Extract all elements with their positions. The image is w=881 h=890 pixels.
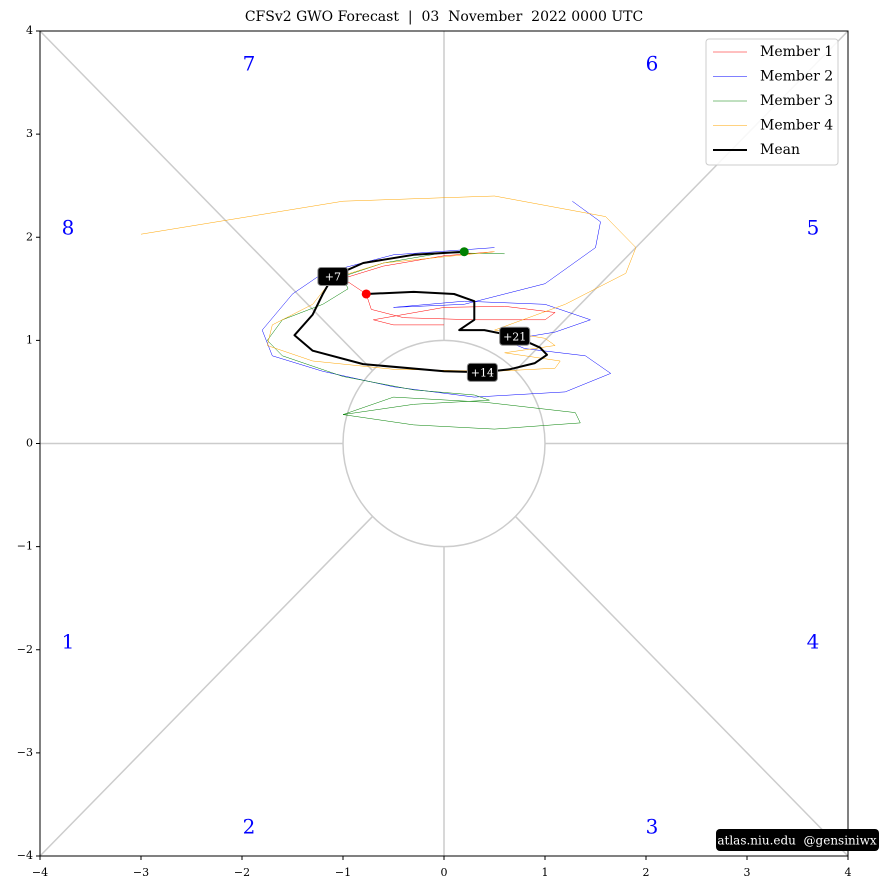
phase-line xyxy=(39,30,374,372)
series-line xyxy=(140,195,637,372)
phase-line xyxy=(39,515,374,857)
x-tick-label: −4 xyxy=(32,866,48,879)
x-tick-label: −3 xyxy=(133,866,149,879)
x-tick-label: −1 xyxy=(335,866,351,879)
phase-label: 6 xyxy=(646,52,659,76)
end-marker xyxy=(361,289,371,299)
annotation-box xyxy=(317,266,349,286)
phase-label: 4 xyxy=(807,630,820,654)
x-tick-label: 0 xyxy=(441,866,448,879)
y-tick-label: 3 xyxy=(26,127,33,140)
annotation-box xyxy=(466,362,498,382)
series-line xyxy=(342,251,556,326)
y-tick-label: 2 xyxy=(26,230,33,243)
phase-label: 8 xyxy=(62,216,75,240)
y-tick-label: −3 xyxy=(17,746,33,759)
x-tick-label: 2 xyxy=(643,866,650,879)
watermark-box xyxy=(716,829,879,851)
y-tick-label: −4 xyxy=(17,849,33,862)
x-tick-label: 1 xyxy=(542,866,549,879)
legend-label: Mean xyxy=(760,142,800,158)
annotation: +7 xyxy=(325,270,341,283)
chart-title: CFSv2 GWO Forecast | 03 November 2022 00… xyxy=(245,9,643,25)
y-tick-label: −1 xyxy=(17,540,33,553)
annotation: +21 xyxy=(503,330,526,343)
annotation: +14 xyxy=(471,366,494,379)
phase-line xyxy=(514,515,849,857)
legend-box xyxy=(705,38,839,166)
phase-label: 1 xyxy=(62,630,75,654)
legend-label: Member 4 xyxy=(760,118,833,134)
legend-label: Member 1 xyxy=(760,44,833,60)
annotation-box xyxy=(499,326,531,346)
watermark: atlas.niu.edu @gensiniwx xyxy=(717,834,877,848)
legend-label: Member 2 xyxy=(760,69,833,85)
y-tick-label: 4 xyxy=(26,24,33,37)
x-tick-label: 4 xyxy=(845,866,852,879)
phase-label: 5 xyxy=(807,216,820,240)
series-line xyxy=(293,250,548,374)
y-tick-label: −2 xyxy=(17,643,33,656)
x-tick-label: −2 xyxy=(234,866,250,879)
x-tick-label: 3 xyxy=(744,866,751,879)
phase-label: 3 xyxy=(646,815,659,839)
series-line xyxy=(261,200,611,398)
legend-label: Member 3 xyxy=(760,93,833,109)
phase-label: 7 xyxy=(243,52,256,76)
y-tick-label: 0 xyxy=(26,437,33,450)
start-marker xyxy=(459,247,469,257)
y-tick-label: 1 xyxy=(26,333,33,346)
phase-label: 2 xyxy=(243,815,256,839)
unit-circle xyxy=(342,339,546,548)
